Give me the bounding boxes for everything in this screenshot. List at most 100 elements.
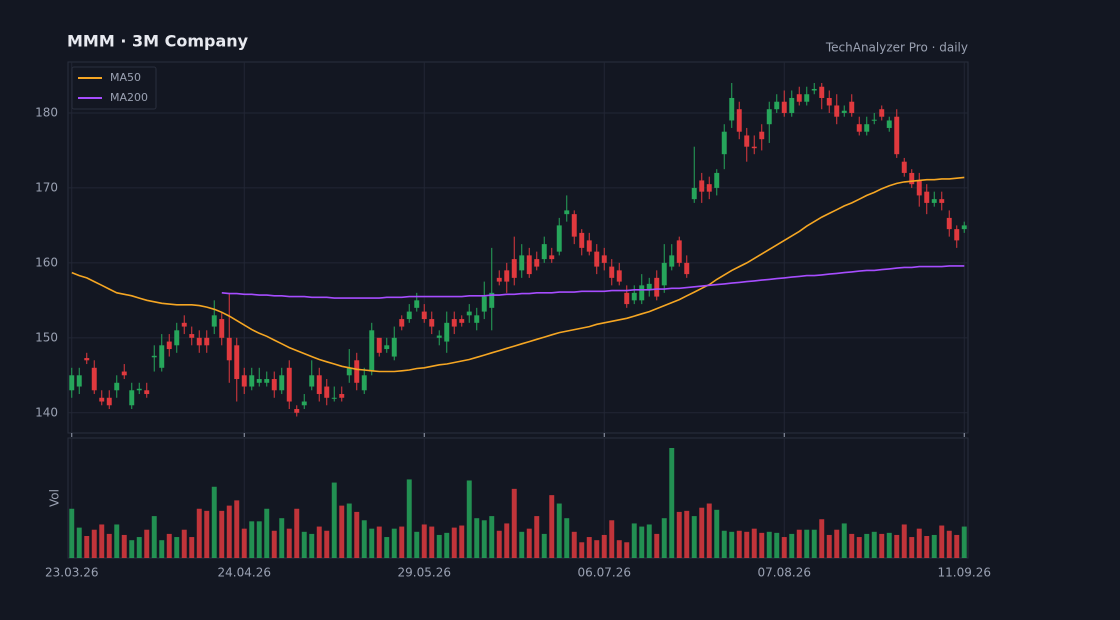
- volume-bar: [856, 537, 862, 558]
- candle-body: [916, 180, 922, 196]
- volume-label: Vol: [48, 489, 62, 507]
- candle-body: [699, 180, 705, 192]
- volume-bar: [834, 529, 840, 558]
- volume-bar: [669, 448, 675, 558]
- volume-bar: [451, 527, 457, 558]
- candle-body: [579, 232, 585, 248]
- candle-body: [256, 379, 262, 383]
- volume-bar: [564, 518, 570, 558]
- candle-body: [181, 322, 187, 327]
- ma-line: [221, 265, 965, 299]
- candle-body: [286, 367, 292, 402]
- volume-bar: [316, 526, 322, 558]
- volume-bar: [534, 516, 540, 558]
- candle-body: [954, 229, 960, 241]
- candle-body: [684, 262, 690, 275]
- volume-bar: [399, 526, 405, 558]
- volume-bar: [954, 534, 960, 558]
- candle-body: [556, 225, 562, 252]
- candle-body: [714, 172, 720, 188]
- volume-bar: [121, 534, 127, 558]
- candle-body: [691, 187, 697, 200]
- volume-bar: [766, 531, 772, 558]
- volume-bar: [459, 525, 465, 558]
- volume-bar: [594, 540, 600, 558]
- candle-body: [174, 330, 180, 346]
- volume-bar: [826, 534, 832, 558]
- candle-body: [646, 283, 652, 290]
- candle-body: [211, 315, 217, 327]
- volume-bar: [204, 510, 210, 558]
- volume-bar: [871, 531, 877, 558]
- volume-bar: [241, 528, 247, 558]
- legend-label: MA200: [110, 91, 148, 104]
- candle-body: [729, 97, 735, 121]
- volume-bar: [166, 533, 172, 558]
- volume-bar: [706, 503, 712, 558]
- x-tick-label: 07.08.26: [758, 566, 811, 580]
- y-tick-label: 140: [35, 405, 58, 419]
- candle-body: [444, 322, 450, 342]
- volume-bar: [84, 536, 90, 558]
- candle-body: [744, 135, 750, 147]
- volume-bar: [699, 507, 705, 558]
- volume-bar: [331, 482, 337, 558]
- candle-body: [189, 334, 195, 338]
- candle-body: [249, 375, 255, 387]
- candle-body: [114, 382, 120, 391]
- candle-body: [496, 277, 502, 282]
- candle-body: [99, 397, 105, 402]
- volume-bar: [114, 524, 120, 558]
- volume-bar: [324, 530, 330, 558]
- candle-body: [819, 86, 825, 98]
- candle-body: [136, 388, 142, 391]
- volume-bar: [864, 533, 870, 558]
- candle-body: [121, 371, 127, 376]
- legend: MA50 MA200: [71, 66, 157, 110]
- volume-bar: [886, 532, 892, 558]
- candle-body: [316, 375, 322, 395]
- candle-body: [384, 345, 390, 350]
- y-tick-label: 180: [35, 105, 58, 119]
- volume-bar: [894, 534, 900, 558]
- candle-body: [489, 292, 495, 308]
- candle-body: [721, 131, 727, 155]
- volume-bar: [309, 533, 315, 558]
- candle-body: [871, 119, 877, 121]
- x-tick-label: 06.07.26: [578, 566, 631, 580]
- volume-bar: [924, 536, 930, 558]
- volume-bar: [219, 510, 225, 558]
- volume-bar: [556, 503, 562, 558]
- candle-body: [331, 397, 337, 399]
- candle-body: [294, 409, 300, 413]
- price-panel: [67, 61, 969, 434]
- candle-body: [226, 337, 232, 361]
- candle-body: [429, 319, 435, 327]
- volume-bar: [684, 510, 690, 558]
- candle-body: [849, 101, 855, 113]
- volume-bar: [264, 508, 270, 558]
- candle-body: [826, 97, 832, 106]
- candle-body: [616, 270, 622, 282]
- volume-bar: [279, 518, 285, 558]
- candle-body: [264, 379, 270, 383]
- candle-body: [804, 94, 810, 102]
- candle-body: [519, 255, 525, 271]
- y-tick-label: 170: [35, 180, 58, 194]
- volume-bar: [129, 540, 135, 558]
- volume-bar: [286, 528, 292, 558]
- volume-bar: [601, 534, 607, 558]
- candle-body: [639, 285, 645, 301]
- candle-body: [766, 109, 772, 125]
- volume-bar: [819, 519, 825, 558]
- volume-bar: [549, 495, 555, 558]
- candle-body: [571, 214, 577, 237]
- volume-bar: [234, 500, 240, 558]
- candle-body: [504, 270, 510, 282]
- volume-bar: [579, 542, 585, 558]
- candle-body: [946, 217, 952, 230]
- volume-bar: [631, 523, 637, 558]
- volume-bar: [646, 524, 652, 558]
- candle-body: [609, 266, 615, 278]
